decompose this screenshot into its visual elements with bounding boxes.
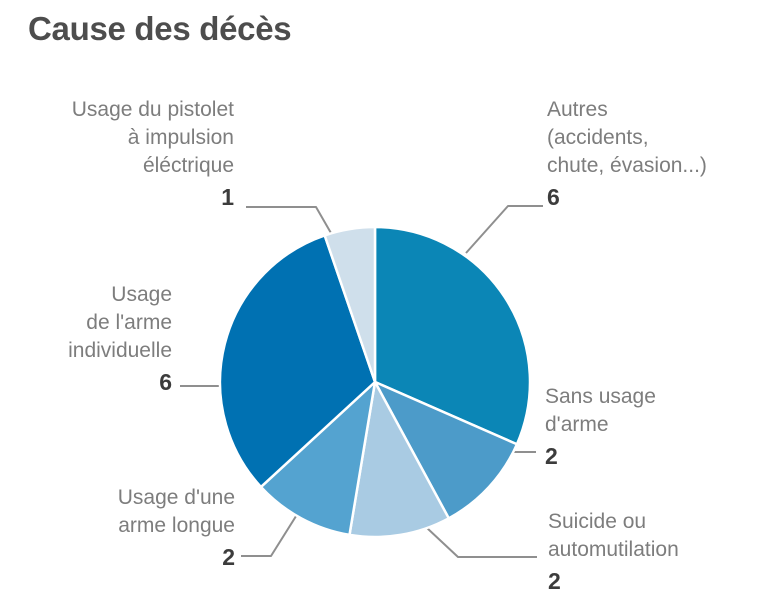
callout-arme-individuelle-value: 6 [159,369,172,395]
callout-arme-longue-value: 2 [222,544,235,570]
leader-line-arme-longue [241,504,304,557]
callout-sans-usage-value: 2 [545,443,558,469]
pie-slice-1 [373,380,519,520]
chart-title: Cause des décès [28,10,292,47]
pie-slice-4 [218,234,377,489]
callout-autres-value: 6 [547,184,560,210]
callout-pistolet-text: Usage du pistolet à impulsion éléctrique [71,98,234,177]
pie-slice-0 [373,225,532,446]
callout-sans-usage-text: Sans usage d'arme [545,385,656,436]
pie-slice-2 [348,380,451,539]
callout-arme-individuelle-text: Usage de l'arme individuelle [68,283,172,362]
leader-line-suicide [426,527,537,558]
leader-line-pistolet [246,206,336,241]
callout-pistolet: Usage du pistolet à impulsion éléctrique… [72,96,234,210]
callout-sans-usage: Sans usage d'arme 2 [545,383,656,469]
callout-autres: Autres (accidents, chute, évasion...) 6 [547,96,707,210]
leader-line-autres [465,205,543,254]
pie-slices [218,225,532,539]
callout-suicide-text: Suicide ou automutilation [548,510,679,561]
pie-slice-5 [323,225,377,384]
callout-suicide: Suicide ou automutilation 2 [548,508,679,594]
callout-arme-longue-text: Usage d'une arme longue [117,486,235,537]
leader-lines [180,205,543,558]
callout-arme-longue: Usage d'une arme longue 2 [118,484,235,570]
callout-arme-individuelle: Usage de l'arme individuelle 6 [68,281,172,395]
pie-slice-3 [259,380,377,537]
callout-pistolet-value: 1 [221,184,234,210]
callout-suicide-value: 2 [548,568,561,594]
callout-autres-text: Autres (accidents, chute, évasion...) [547,98,707,177]
